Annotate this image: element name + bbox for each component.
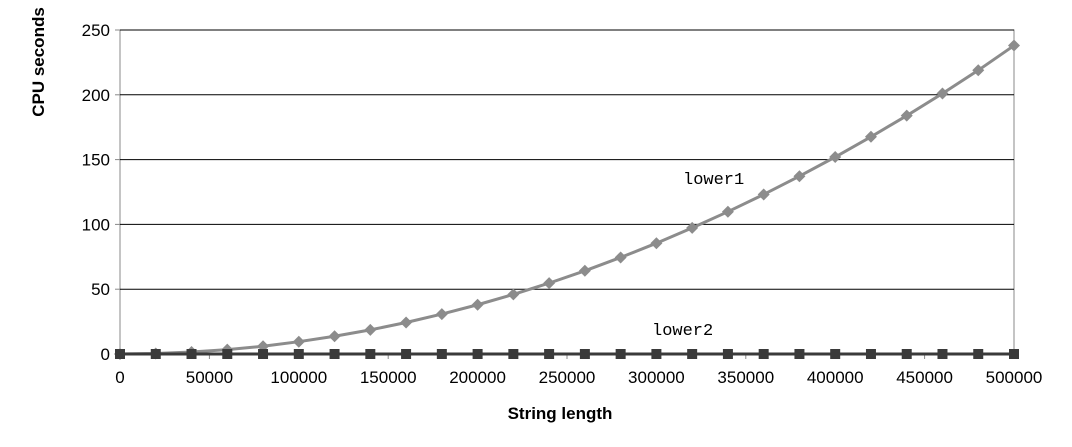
data-point-lower2: [615, 349, 626, 359]
data-point-lower2: [472, 349, 483, 359]
data-point-lower2: [293, 349, 304, 359]
data-point-lower1: [900, 109, 913, 122]
y-tick-label: 200: [82, 86, 110, 105]
data-point-lower1: [364, 323, 377, 336]
x-tick-label: 150000: [360, 368, 417, 387]
data-point-lower2: [329, 349, 340, 359]
data-point-lower1: [972, 64, 985, 77]
series-label-lower1: lower1: [683, 171, 744, 190]
data-point-lower2: [830, 349, 841, 359]
data-point-lower1: [614, 251, 627, 264]
data-point-lower1: [435, 308, 448, 321]
data-point-lower1: [328, 330, 341, 343]
data-point-lower2: [579, 349, 590, 359]
data-point-lower2: [758, 349, 769, 359]
data-point-lower1: [400, 316, 413, 329]
x-tick-label: 500000: [986, 368, 1043, 387]
data-point-lower2: [973, 349, 984, 359]
data-point-lower1: [507, 288, 520, 301]
x-tick-label: 300000: [628, 368, 685, 387]
data-point-lower1: [721, 205, 734, 218]
x-tick-label: 450000: [896, 368, 953, 387]
data-point-lower2: [722, 349, 733, 359]
data-point-lower2: [937, 349, 948, 359]
data-point-lower2: [508, 349, 519, 359]
data-point-lower2: [901, 349, 912, 359]
data-point-lower1: [1008, 39, 1020, 52]
y-tick-label: 150: [82, 151, 110, 170]
series-group: [114, 39, 1020, 360]
x-tick-label: 350000: [717, 368, 774, 387]
y-tick-label: 250: [82, 21, 110, 40]
data-point-lower2: [865, 349, 876, 359]
x-tick-label: 200000: [449, 368, 506, 387]
data-point-lower1: [578, 264, 591, 277]
series-line-lower1: [119, 44, 1015, 356]
series-labels: lower1 lower2: [652, 171, 744, 341]
data-point-lower2: [1009, 349, 1019, 359]
data-point-lower2: [401, 349, 412, 359]
data-point-lower2: [150, 349, 161, 359]
data-point-lower2: [544, 349, 555, 359]
y-tick-label: 100: [82, 215, 110, 234]
y-tick-label: 50: [91, 280, 110, 299]
x-tick-label: 0: [115, 368, 124, 387]
x-axis-title: String length: [508, 404, 613, 423]
data-point-lower2: [115, 349, 125, 359]
data-point-lower1: [686, 221, 699, 234]
data-point-lower2: [651, 349, 662, 359]
data-point-lower2: [687, 349, 698, 359]
x-tick-label: 250000: [539, 368, 596, 387]
x-tick-label: 50000: [186, 368, 233, 387]
axis-ticks: 0 50 100 150 200 250 0 50000 100000 150000 200000 2…: [82, 21, 1043, 387]
data-point-lower2: [794, 349, 805, 359]
data-point-lower2: [258, 349, 269, 359]
grid-lines: [120, 29, 1014, 290]
data-point-lower1: [864, 130, 877, 143]
y-tick-label: 0: [101, 345, 110, 364]
data-point-lower1: [471, 298, 484, 311]
x-tick-label: 400000: [807, 368, 864, 387]
series-label-lower2: lower2: [652, 322, 713, 341]
data-point-lower1: [793, 170, 806, 183]
data-point-lower1: [543, 277, 556, 290]
data-point-lower2: [365, 349, 376, 359]
data-point-lower1: [757, 188, 770, 201]
data-point-lower2: [186, 349, 197, 359]
y-axis-title: CPU seconds: [29, 7, 48, 117]
x-tick-label: 100000: [270, 368, 327, 387]
data-point-lower1: [829, 151, 842, 164]
data-point-lower1: [292, 335, 305, 348]
data-point-lower2: [222, 349, 233, 359]
data-point-lower2: [436, 349, 447, 359]
plot-area: [119, 29, 1015, 355]
data-point-lower1: [650, 237, 663, 250]
data-point-lower1: [936, 87, 949, 100]
